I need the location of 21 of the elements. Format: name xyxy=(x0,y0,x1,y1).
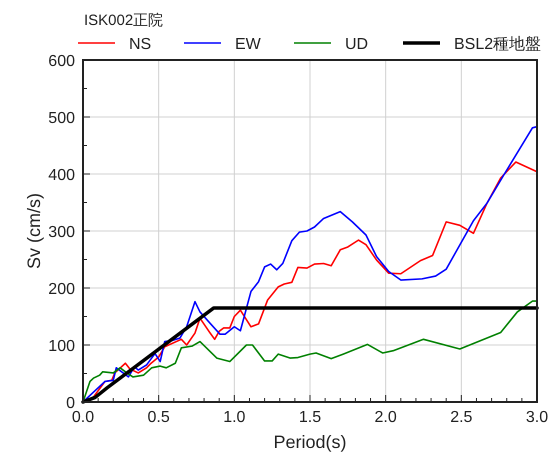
x-tick-label: 1.5 xyxy=(298,409,322,426)
y-tick-label: 500 xyxy=(48,110,76,127)
y-axis-title: Sv (cm/s) xyxy=(24,193,44,269)
legend-label: EW xyxy=(235,36,262,53)
y-tick-label: 0 xyxy=(66,395,76,412)
x-tick-label: 0.5 xyxy=(148,409,170,426)
x-tick-label: 3.0 xyxy=(526,409,548,426)
legend-label: UD xyxy=(345,36,368,53)
legend-title: ISK002正院 xyxy=(84,12,164,29)
legend-label: BSL2種地盤 xyxy=(454,35,542,53)
y-tick-label: 200 xyxy=(48,281,76,298)
legend-label: NS xyxy=(129,36,152,53)
x-tick-label: 1.0 xyxy=(223,409,246,426)
y-tick-label: 300 xyxy=(48,224,76,241)
x-axis-title: Period(s) xyxy=(273,432,347,452)
y-tick-label: 100 xyxy=(48,338,76,355)
x-tick-label: 2.5 xyxy=(450,409,473,426)
y-tick-label: 400 xyxy=(48,167,76,184)
y-tick-label: 600 xyxy=(48,53,76,70)
x-tick-label: 2.0 xyxy=(374,409,397,426)
x-tick-label: 0.0 xyxy=(72,409,94,426)
